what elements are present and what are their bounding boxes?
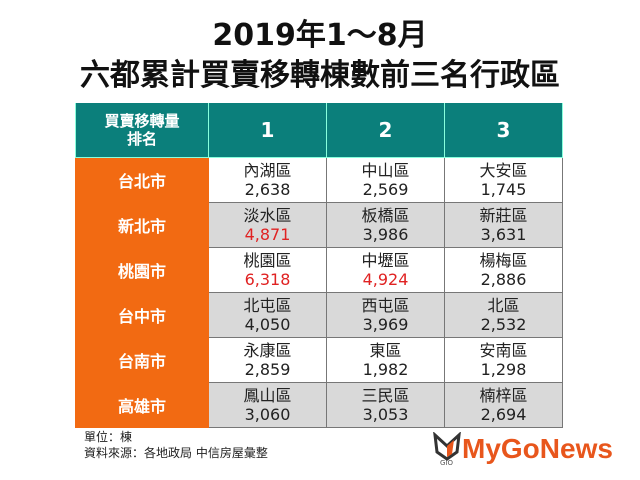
district-cell: 北屯區 4,050	[208, 292, 327, 338]
transfer-count: 4,871	[244, 225, 291, 244]
district-cell: 板橋區 3,986	[326, 202, 445, 248]
district-cell: 內湖區 2,638	[208, 157, 327, 203]
transfer-count: 3,053	[362, 405, 409, 424]
district-cell: 永康區 2,859	[208, 337, 327, 383]
transfer-count: 1,745	[480, 180, 527, 199]
district-cell: 安南區 1,298	[444, 337, 563, 383]
transfer-count: 3,969	[362, 315, 409, 334]
district-name: 桃園區	[243, 251, 292, 270]
city-label: 台北市	[75, 157, 209, 203]
table-row: 新北市 淡水區 4,871 板橋區 3,986 新莊區 3,631	[75, 202, 563, 248]
district-name: 中山區	[361, 161, 410, 180]
city-label: 台南市	[75, 337, 209, 383]
district-cell: 鳳山區 3,060	[208, 382, 327, 428]
table-row: 台中市 北屯區 4,050 西屯區 3,969 北區 2,532	[75, 292, 563, 338]
district-cell: 大安區 1,745	[444, 157, 563, 203]
district-cell: 桃園區 6,318	[208, 247, 327, 293]
transfer-count: 4,050	[244, 315, 291, 334]
unit-note: 單位：棟	[84, 430, 133, 444]
header-rank-2: 2	[326, 103, 445, 158]
district-cell: 淡水區 4,871	[208, 202, 327, 248]
transfer-count: 2,694	[480, 405, 527, 424]
district-cell: 西屯區 3,969	[326, 292, 445, 338]
title-line-1: 2019年1～8月	[212, 18, 428, 53]
mygonews-logo: GIO MyGoNews	[432, 432, 613, 466]
district-cell: 三民區 3,053	[326, 382, 445, 428]
district-cell: 新莊區 3,631	[444, 202, 563, 248]
district-cell: 中山區 2,569	[326, 157, 445, 203]
district-name: 西屯區	[361, 296, 410, 315]
transfer-count: 2,638	[244, 180, 291, 199]
city-label: 新北市	[75, 202, 209, 248]
transfer-count: 3,060	[244, 405, 291, 424]
svg-text:GIO: GIO	[440, 459, 453, 466]
district-cell: 楊梅區 2,886	[444, 247, 563, 293]
district-name: 中壢區	[361, 251, 410, 270]
district-name: 內湖區	[243, 161, 292, 180]
transfer-count: 4,924	[362, 270, 409, 289]
district-cell: 東區 1,982	[326, 337, 445, 383]
transfer-count: 3,631	[480, 225, 527, 244]
table-row: 桃園市 桃園區 6,318 中壢區 4,924 楊梅區 2,886	[75, 247, 563, 293]
source-note: 資料來源：各地政局 中信房屋彙整	[84, 446, 268, 460]
district-cell: 楠梓區 2,694	[444, 382, 563, 428]
header-rank-label: 買賣移轉量 排名	[75, 103, 209, 158]
district-name: 楠梓區	[479, 386, 528, 405]
transfer-count: 3,986	[362, 225, 409, 244]
transfer-count: 2,886	[480, 270, 527, 289]
table-row: 台北市 內湖區 2,638 中山區 2,569 大安區 1,745	[75, 157, 563, 203]
city-label: 台中市	[75, 292, 209, 338]
transfer-count: 1,982	[362, 360, 409, 379]
transfer-count: 2,859	[244, 360, 291, 379]
district-cell: 北區 2,532	[444, 292, 563, 338]
header-rank-3: 3	[444, 103, 563, 158]
table-row: 台南市 永康區 2,859 東區 1,982 安南區 1,298	[75, 337, 563, 383]
district-name: 楊梅區	[479, 251, 528, 270]
transfer-count: 6,318	[244, 270, 291, 289]
ranking-table: 買賣移轉量 排名 1 2 3 台北市 內湖區 2,638 中山區 2,569 大安區 1,74…	[75, 103, 563, 428]
transfer-count: 1,298	[480, 360, 527, 379]
district-name: 永康區	[243, 341, 292, 360]
district-cell: 中壢區 4,924	[326, 247, 445, 293]
district-name: 大安區	[479, 161, 528, 180]
district-name: 北屯區	[243, 296, 292, 315]
city-label: 高雄市	[75, 382, 209, 428]
district-name: 板橋區	[361, 206, 410, 225]
city-label: 桃園市	[75, 247, 209, 293]
district-name: 三民區	[361, 386, 410, 405]
district-name: 北區	[487, 296, 520, 315]
transfer-count: 2,569	[362, 180, 409, 199]
title-line-2: 六都累計買賣移轉棟數前三名行政區	[80, 58, 560, 93]
fox-logo-icon: GIO	[433, 432, 461, 466]
district-name: 鳳山區	[243, 386, 292, 405]
transfer-count: 2,532	[480, 315, 527, 334]
header-rank-1: 1	[208, 103, 327, 158]
district-name: 安南區	[479, 341, 528, 360]
table-row: 高雄市 鳳山區 3,060 三民區 3,053 楠梓區 2,694	[75, 382, 563, 428]
district-name: 東區	[369, 341, 402, 360]
district-name: 新莊區	[479, 206, 528, 225]
district-name: 淡水區	[243, 206, 292, 225]
